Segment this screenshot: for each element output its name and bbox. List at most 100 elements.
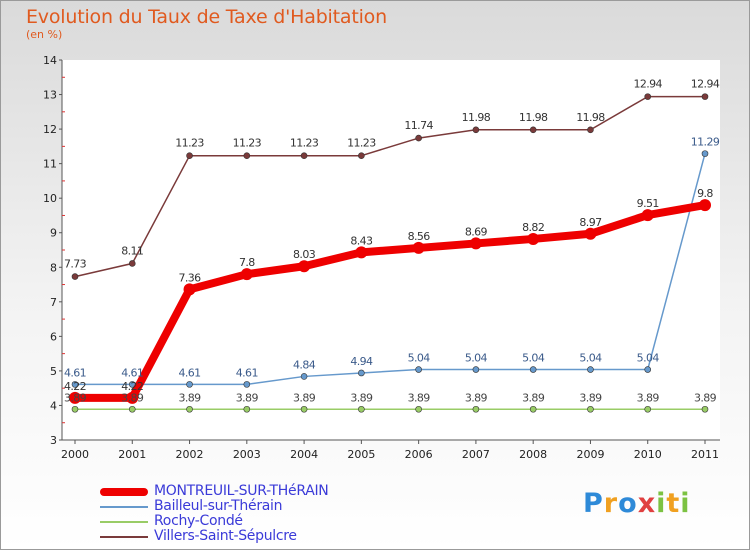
logo-letter: x bbox=[637, 488, 657, 519]
y-tick-label: 3 bbox=[50, 434, 57, 447]
data-point-villers bbox=[358, 152, 365, 159]
data-label-montreuil: 4.22 bbox=[64, 380, 86, 393]
data-label-bailleul: 11.29 bbox=[691, 136, 720, 149]
data-point-rochy bbox=[186, 405, 193, 413]
data-label-rochy: 3.89 bbox=[694, 391, 717, 404]
logo-letter: r bbox=[603, 488, 619, 519]
data-label-bailleul: 5.04 bbox=[522, 352, 545, 365]
data-label-villers: 11.98 bbox=[519, 111, 548, 124]
data-point-villers bbox=[644, 93, 652, 100]
data-label-rochy: 3.89 bbox=[293, 391, 316, 404]
data-label-bailleul: 5.04 bbox=[465, 352, 488, 365]
legend: MONTREUIL-SUR-THéRAIN Bailleul-sur-Théra… bbox=[100, 484, 329, 544]
data-point-montreuil bbox=[412, 241, 425, 254]
legend-item-montreuil: MONTREUIL-SUR-THéRAIN bbox=[100, 484, 329, 499]
data-label-rochy: 3.89 bbox=[465, 391, 488, 404]
y-tick-label: 5 bbox=[50, 365, 57, 378]
data-point-villers bbox=[587, 126, 594, 134]
data-label-rochy: 3.89 bbox=[121, 391, 144, 404]
y-tick-label: 7 bbox=[50, 296, 57, 309]
chart-title: Evolution du Taux de Taxe d'Habitation bbox=[26, 6, 387, 28]
x-tick-label: 2007 bbox=[462, 448, 490, 461]
data-point-rochy bbox=[128, 405, 136, 413]
data-point-rochy bbox=[644, 405, 652, 413]
data-point-villers bbox=[415, 134, 422, 142]
data-label-villers: 11.74 bbox=[404, 119, 433, 132]
legend-swatch-montreuil bbox=[100, 487, 148, 496]
data-point-bailleul bbox=[415, 366, 422, 373]
data-label-montreuil: 8.97 bbox=[579, 216, 602, 229]
logo-letter: o bbox=[618, 488, 638, 519]
data-point-villers bbox=[300, 152, 308, 159]
data-point-bailleul bbox=[358, 369, 365, 377]
data-point-bailleul bbox=[186, 381, 193, 388]
x-tick-label: 2004 bbox=[290, 448, 318, 461]
legend-label-bailleul: Bailleul-sur-Thérain bbox=[154, 498, 283, 514]
data-point-villers bbox=[186, 152, 193, 159]
legend-swatch-bailleul bbox=[100, 505, 148, 508]
data-label-rochy: 3.89 bbox=[236, 391, 259, 404]
data-point-montreuil bbox=[69, 391, 81, 404]
data-label-rochy: 3.89 bbox=[579, 391, 602, 404]
legend-item-bailleul: Bailleul-sur-Thérain bbox=[100, 499, 328, 514]
data-point-rochy bbox=[415, 405, 422, 413]
chart-subtitle: (en %) bbox=[26, 28, 63, 41]
y-tick-label: 10 bbox=[43, 192, 57, 205]
data-label-bailleul: 5.04 bbox=[579, 352, 602, 365]
data-label-villers: 11.98 bbox=[462, 111, 491, 124]
legend-item-rochy: Rochy-Condé bbox=[100, 514, 328, 529]
data-point-bailleul bbox=[300, 373, 308, 380]
data-label-villers: 8.11 bbox=[121, 244, 143, 257]
y-tick-label: 12 bbox=[43, 123, 57, 136]
logo-letter: t bbox=[666, 488, 681, 519]
data-label-villers: 12.94 bbox=[633, 78, 662, 91]
data-label-montreuil: 8.43 bbox=[350, 234, 373, 247]
logo-letter: i bbox=[656, 488, 667, 519]
data-label-montreuil: 8.56 bbox=[408, 230, 431, 243]
proxiti-logo: Proxiti bbox=[583, 488, 691, 519]
data-label-bailleul: 4.84 bbox=[293, 358, 316, 371]
data-point-villers bbox=[71, 273, 79, 280]
data-label-rochy: 3.89 bbox=[637, 391, 660, 404]
data-point-montreuil bbox=[469, 237, 482, 250]
x-tick-label: 2006 bbox=[405, 448, 433, 461]
y-tick-label: 4 bbox=[50, 399, 57, 412]
data-point-montreuil bbox=[183, 283, 196, 296]
data-point-rochy bbox=[71, 405, 79, 413]
data-point-bailleul bbox=[701, 150, 709, 157]
data-point-montreuil bbox=[641, 209, 654, 222]
data-point-rochy bbox=[243, 405, 251, 413]
data-label-villers: 11.23 bbox=[290, 137, 319, 150]
x-tick-label: 2008 bbox=[519, 448, 547, 461]
data-label-villers: 11.23 bbox=[347, 137, 376, 150]
data-label-montreuil: 8.03 bbox=[293, 248, 316, 261]
data-label-montreuil: 9.51 bbox=[637, 197, 659, 210]
data-label-bailleul: 5.04 bbox=[637, 352, 660, 365]
data-point-bailleul bbox=[71, 381, 79, 388]
data-label-bailleul: 5.04 bbox=[408, 352, 431, 365]
x-tick-label: 2010 bbox=[634, 448, 662, 461]
x-tick-label: 2002 bbox=[176, 448, 204, 461]
data-point-bailleul bbox=[587, 366, 594, 373]
data-point-rochy bbox=[472, 405, 480, 413]
legend-label-rochy: Rochy-Condé bbox=[154, 513, 243, 529]
y-tick-label: 8 bbox=[50, 261, 57, 274]
data-point-villers bbox=[529, 126, 537, 134]
data-label-villers: 11.23 bbox=[175, 137, 204, 150]
y-tick-label: 9 bbox=[50, 227, 57, 240]
data-label-bailleul: 4.61 bbox=[121, 366, 143, 379]
series-line-bailleul bbox=[74, 152, 706, 386]
x-tick-label: 2000 bbox=[61, 448, 89, 461]
data-point-rochy bbox=[358, 405, 365, 413]
data-label-villers: 11.23 bbox=[233, 137, 262, 150]
data-point-montreuil bbox=[126, 391, 139, 404]
data-label-montreuil: 7.36 bbox=[178, 271, 201, 284]
data-label-villers: 7.73 bbox=[64, 258, 87, 271]
data-label-rochy: 3.89 bbox=[64, 391, 87, 404]
x-tick-label: 2011 bbox=[691, 448, 719, 461]
data-point-bailleul bbox=[472, 366, 480, 373]
legend-label-villers: Villers-Saint-Sépulcre bbox=[154, 528, 297, 544]
data-point-villers bbox=[243, 152, 251, 159]
data-point-bailleul bbox=[243, 381, 251, 388]
logo-letter: i bbox=[680, 488, 691, 519]
